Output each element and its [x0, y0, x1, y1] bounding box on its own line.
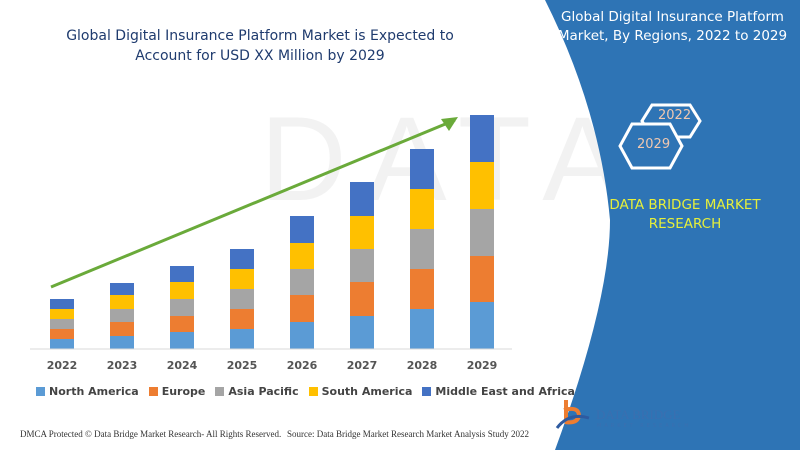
chart-title: Global Digital Insurance Platform Market…: [66, 28, 454, 64]
bar-2023-1: [110, 322, 134, 336]
watermark: DATA: [260, 92, 643, 226]
hex-label-2029: 2029: [637, 137, 671, 152]
legend-swatch: [422, 387, 432, 396]
legend-label: North America: [49, 385, 139, 398]
bar-2022-3: [50, 309, 74, 319]
bar-2025-1: [230, 309, 254, 329]
bar-2022-2: [50, 319, 74, 329]
x-tick-label: 2025: [227, 359, 258, 372]
x-tick-label: 2029: [467, 359, 498, 372]
bar-2024-0: [170, 332, 194, 349]
footer-copyright: DMCA Protected © Data Bridge Market Rese…: [20, 429, 282, 439]
legend-item: Middle East and Africa: [422, 385, 575, 398]
bar-2028-4: [410, 149, 434, 189]
bar-2027-0: [350, 316, 374, 349]
bar-2029-1: [470, 256, 494, 302]
x-tick-label: 2028: [407, 359, 438, 372]
bar-2028-3: [410, 189, 434, 229]
legend-label: South America: [321, 385, 413, 398]
bar-2026-0: [290, 322, 314, 349]
logo-subtext: MARKET RESEARCH: [597, 423, 692, 429]
bar-2023-4: [110, 283, 134, 295]
bar-2029-3: [470, 162, 494, 209]
hex-label-2022: 2022: [658, 108, 692, 123]
x-tick-label: 2023: [107, 359, 138, 372]
bar-2026-1: [290, 295, 314, 322]
brand-text: DATA BRIDGE MARKET RESEARCH: [609, 197, 761, 232]
legend-swatch: [308, 387, 318, 396]
legend: North America Europe Asia Pacific South Ame…: [36, 385, 575, 398]
bar-2024-3: [170, 282, 194, 299]
legend-swatch: [215, 387, 225, 396]
bar-2023-0: [110, 336, 134, 349]
bar-2023-3: [110, 295, 134, 309]
logo-text: DATA BRIDGE: [596, 407, 681, 422]
x-tick-label: 2026: [287, 359, 318, 372]
bar-2024-4: [170, 266, 194, 282]
bar-2025-4: [230, 249, 254, 269]
bar-2022-4: [50, 299, 74, 309]
side-panel-bg: [545, 0, 800, 450]
bar-2027-2: [350, 249, 374, 282]
x-tick-label: 2027: [347, 359, 378, 372]
bar-2025-2: [230, 289, 254, 309]
side-title: Global Digital Insurance Platform Market…: [557, 9, 788, 44]
bar-2027-4: [350, 182, 374, 216]
footer-source: Source: Data Bridge Market Research Mark…: [287, 429, 529, 439]
x-tick-label: 2024: [167, 359, 198, 372]
legend-item: Asia Pacific: [215, 385, 299, 398]
bar-2029-4: [470, 115, 494, 162]
trend-arrow: [50, 118, 456, 289]
x-tick-label: 2022: [47, 359, 78, 372]
legend-item: South America: [308, 385, 413, 398]
bar-2026-3: [290, 243, 314, 269]
legend-label: Europe: [161, 385, 206, 398]
hex-2022: [640, 103, 702, 139]
legend-item: Europe: [148, 385, 206, 398]
bar-2024-2: [170, 299, 194, 316]
bar-2025-0: [230, 329, 254, 349]
hex-2029: [618, 122, 684, 170]
trend-arrow-head: [441, 117, 458, 131]
bar-2023-2: [110, 309, 134, 322]
logo-icon: [555, 400, 590, 429]
bar-2022-1: [50, 329, 74, 339]
bar-2029-0: [470, 302, 494, 349]
bar-2026-4: [290, 216, 314, 243]
bar-2024-1: [170, 316, 194, 332]
bar-2029-2: [470, 209, 494, 256]
legend-label: Middle East and Africa: [435, 385, 575, 398]
bar-2027-1: [350, 282, 374, 316]
bar-2026-2: [290, 269, 314, 295]
legend-swatch: [148, 387, 158, 396]
bar-2028-2: [410, 229, 434, 269]
bar-2028-0: [410, 309, 434, 349]
bar-2022-0: [50, 339, 74, 349]
legend-swatch: [36, 387, 45, 396]
bar-2027-3: [350, 216, 374, 249]
bar-2028-1: [410, 269, 434, 309]
legend-item: North America: [36, 385, 139, 398]
legend-label: Asia Pacific: [228, 385, 299, 398]
bar-2025-3: [230, 269, 254, 289]
